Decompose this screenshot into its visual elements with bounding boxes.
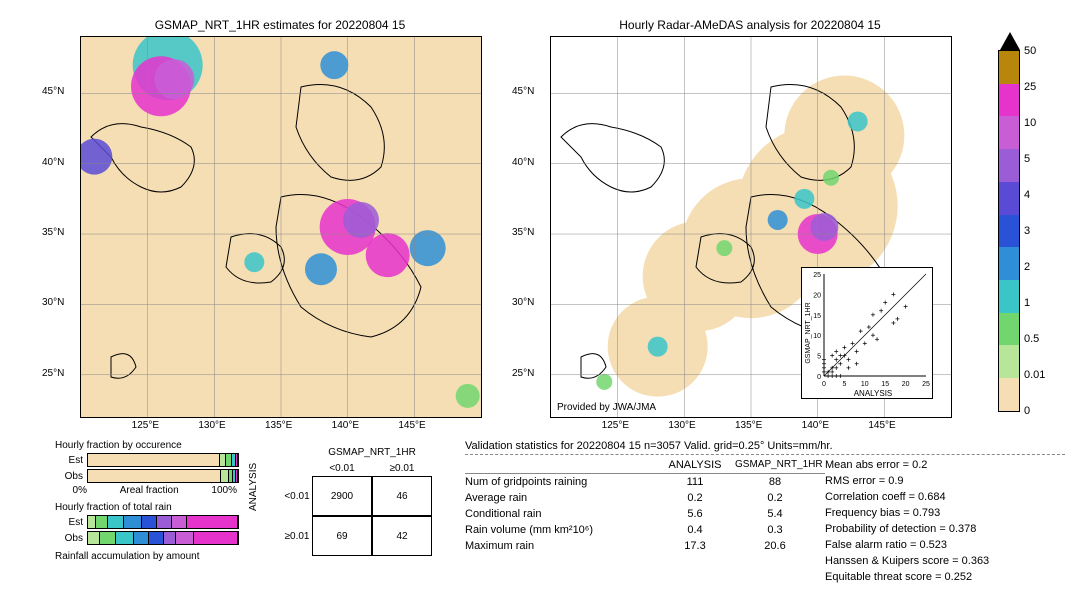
colorbar-tick: 0.5 [1024, 333, 1039, 345]
colorbar-tick: 10 [1024, 117, 1036, 129]
lat-tick: 25°N [512, 368, 534, 379]
stats-row: Average rain0.20.2 [465, 490, 825, 506]
colorbar-tick: 3 [1024, 225, 1030, 237]
stats-metric: Correlation coeff = 0.684 [825, 489, 1065, 505]
provided-label: Provided by JWA/JMA [557, 402, 656, 413]
svg-text:0: 0 [822, 381, 826, 388]
right-map-panel: Provided by JWA/JMA 00 5 5 10 10 15 15 20 20 25 25… [550, 36, 952, 418]
contingency-table: GSMAP_NRT_1HR <0.01 ≥0.01 ANALYSIS <0.01… [262, 444, 432, 556]
stats-metric: Frequency bias = 0.793 [825, 505, 1065, 521]
lon-tick: 130°E [668, 420, 695, 431]
stats-h2: GSMAP_NRT_1HR [735, 459, 815, 471]
right-map-title: Hourly Radar-AMeDAS analysis for 2022080… [550, 18, 950, 32]
est-label: Est [55, 455, 87, 466]
lon-tick: 145°E [868, 420, 895, 431]
svg-text:10: 10 [813, 333, 821, 340]
svg-text:15: 15 [881, 381, 889, 388]
lat-tick: 45°N [42, 86, 64, 97]
svg-text:GSMAP_NRT_1HR: GSMAP_NRT_1HR [805, 302, 812, 363]
scatter-svg: 00 5 5 10 10 15 15 20 20 25 25 ANALYSIS GSMAP_NRT_1H… [802, 268, 932, 398]
left-map-panel [80, 36, 482, 418]
ct-col-title: GSMAP_NRT_1HR [328, 447, 416, 458]
stats-panel: Validation statistics for 20220804 15 n=… [465, 440, 1065, 585]
stats-row: Maximum rain17.320.6 [465, 538, 825, 554]
stats-row: Num of gridpoints raining11188 [465, 474, 825, 490]
svg-text:20: 20 [813, 292, 821, 299]
stats-metric: Mean abs error = 0.2 [825, 457, 1065, 473]
stats-row: Conditional rain5.65.4 [465, 506, 825, 522]
lon-tick: 145°E [398, 420, 425, 431]
svg-text:5: 5 [817, 354, 821, 361]
tot-obs-bar [87, 531, 239, 545]
svg-text:15: 15 [813, 313, 821, 320]
colorbar-tick: 0.01 [1024, 369, 1045, 381]
ct-row-title: ANALYSIS [248, 462, 259, 510]
colorbar-tick: 1 [1024, 297, 1030, 309]
lat-tick: 35°N [42, 227, 64, 238]
lat-tick: 45°N [512, 86, 534, 97]
lon-tick: 135°E [265, 420, 292, 431]
svg-text:0: 0 [817, 374, 821, 381]
left-map-svg [81, 37, 481, 417]
areal-axis: 0% Areal fraction 100% [55, 485, 237, 496]
colorbar-tick: 0 [1024, 405, 1030, 417]
stats-metric: Probability of detection = 0.378 [825, 521, 1065, 537]
ct-cell-10: 69 [312, 516, 372, 556]
areal-right: 100% [211, 485, 237, 496]
figure-container: GSMAP_NRT_1HR estimates for 20220804 15 … [0, 0, 1080, 612]
ct-row0: <0.01 [284, 491, 309, 502]
lon-tick: 125°E [132, 420, 159, 431]
areal-left: 0% [55, 485, 87, 496]
colorbar-arrow [1000, 32, 1020, 50]
lon-tick: 130°E [198, 420, 225, 431]
svg-text:20: 20 [902, 381, 910, 388]
stats-left-col: ANALYSIS GSMAP_NRT_1HR Num of gridpoints… [465, 457, 825, 585]
colorbar-tick: 2 [1024, 261, 1030, 273]
left-map-title: GSMAP_NRT_1HR estimates for 20220804 15 [80, 18, 480, 32]
scatter-inset: 00 5 5 10 10 15 15 20 20 25 25 ANALYSIS GSMAP_NRT_1H… [801, 267, 933, 399]
tot-est-bar [87, 515, 239, 529]
lat-tick: 40°N [42, 157, 64, 168]
lat-tick: 30°N [512, 297, 534, 308]
ct-cell-11: 42 [372, 516, 432, 556]
colorbar-tick: 50 [1024, 45, 1036, 57]
colorbar: 00.010.512345102550 [998, 50, 1020, 412]
obs-label: Obs [55, 471, 87, 482]
lat-tick: 25°N [42, 368, 64, 379]
stats-header: ANALYSIS GSMAP_NRT_1HR [465, 457, 825, 474]
svg-text:10: 10 [861, 381, 869, 388]
stats-right-col: Mean abs error = 0.2RMS error = 0.9Corre… [825, 457, 1065, 585]
svg-text:ANALYSIS: ANALYSIS [854, 389, 893, 398]
stats-metric: RMS error = 0.9 [825, 473, 1065, 489]
obs-label-2: Obs [55, 533, 87, 544]
ct-col0: <0.01 [329, 463, 354, 474]
lon-tick: 125°E [602, 420, 629, 431]
stats-row: Rain volume (mm km²10⁶)0.40.3 [465, 522, 825, 538]
occ-est-bar [87, 453, 239, 467]
stats-title: Validation statistics for 20220804 15 n=… [465, 440, 1065, 455]
ct-cell-00: 2900 [312, 476, 372, 516]
colorbar-tick: 4 [1024, 189, 1030, 201]
lat-tick: 35°N [512, 227, 534, 238]
stats-metric: False alarm ratio = 0.523 [825, 537, 1065, 553]
svg-text:25: 25 [813, 272, 821, 279]
lon-tick: 140°E [802, 420, 829, 431]
stats-h1: ANALYSIS [655, 459, 735, 471]
colorbar-tick: 5 [1024, 153, 1030, 165]
ct-col1: ≥0.01 [390, 463, 415, 474]
ct-cell-01: 46 [372, 476, 432, 516]
areal-label: Areal fraction [87, 485, 211, 496]
colorbar-tick: 25 [1024, 81, 1036, 93]
stats-metric: Equitable threat score = 0.252 [825, 569, 1065, 585]
svg-text:25: 25 [922, 381, 930, 388]
lat-tick: 40°N [512, 157, 534, 168]
lon-tick: 140°E [332, 420, 359, 431]
stats-metric: Hanssen & Kuipers score = 0.363 [825, 553, 1065, 569]
est-label-2: Est [55, 517, 87, 528]
lat-tick: 30°N [42, 297, 64, 308]
ct-row1: ≥0.01 [285, 531, 310, 542]
occ-obs-bar [87, 469, 239, 483]
svg-text:5: 5 [842, 381, 846, 388]
lon-tick: 135°E [735, 420, 762, 431]
